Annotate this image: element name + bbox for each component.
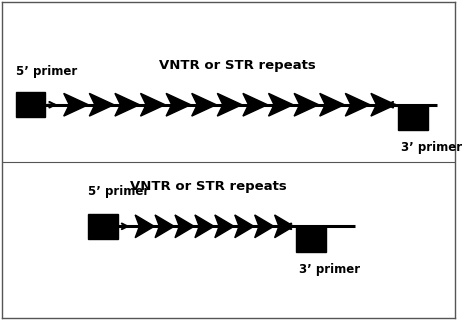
Text: 5’ primer: 5’ primer (16, 65, 77, 78)
Text: 3’ primer: 3’ primer (299, 263, 360, 276)
Polygon shape (255, 215, 274, 238)
Polygon shape (346, 93, 370, 116)
Polygon shape (115, 93, 139, 116)
Polygon shape (215, 215, 234, 238)
Polygon shape (269, 93, 293, 116)
Polygon shape (243, 93, 267, 116)
Polygon shape (64, 93, 88, 116)
Bar (398, 105, 428, 130)
Polygon shape (235, 215, 254, 238)
Polygon shape (320, 93, 344, 116)
Text: VNTR or STR repeats: VNTR or STR repeats (159, 59, 316, 72)
Bar (88, 214, 118, 239)
Bar (296, 226, 326, 252)
Polygon shape (89, 93, 114, 116)
Polygon shape (140, 93, 165, 116)
Polygon shape (166, 93, 191, 116)
Polygon shape (217, 93, 242, 116)
Text: VNTR or STR repeats: VNTR or STR repeats (130, 180, 286, 193)
Text: 3’ primer: 3’ primer (401, 141, 462, 154)
Polygon shape (155, 215, 174, 238)
Polygon shape (175, 215, 194, 238)
Polygon shape (371, 93, 395, 116)
Polygon shape (294, 93, 319, 116)
Polygon shape (274, 215, 294, 238)
Text: 5’ primer: 5’ primer (88, 185, 149, 198)
Polygon shape (191, 93, 216, 116)
Polygon shape (195, 215, 214, 238)
Polygon shape (135, 215, 154, 238)
Bar (16, 92, 45, 117)
